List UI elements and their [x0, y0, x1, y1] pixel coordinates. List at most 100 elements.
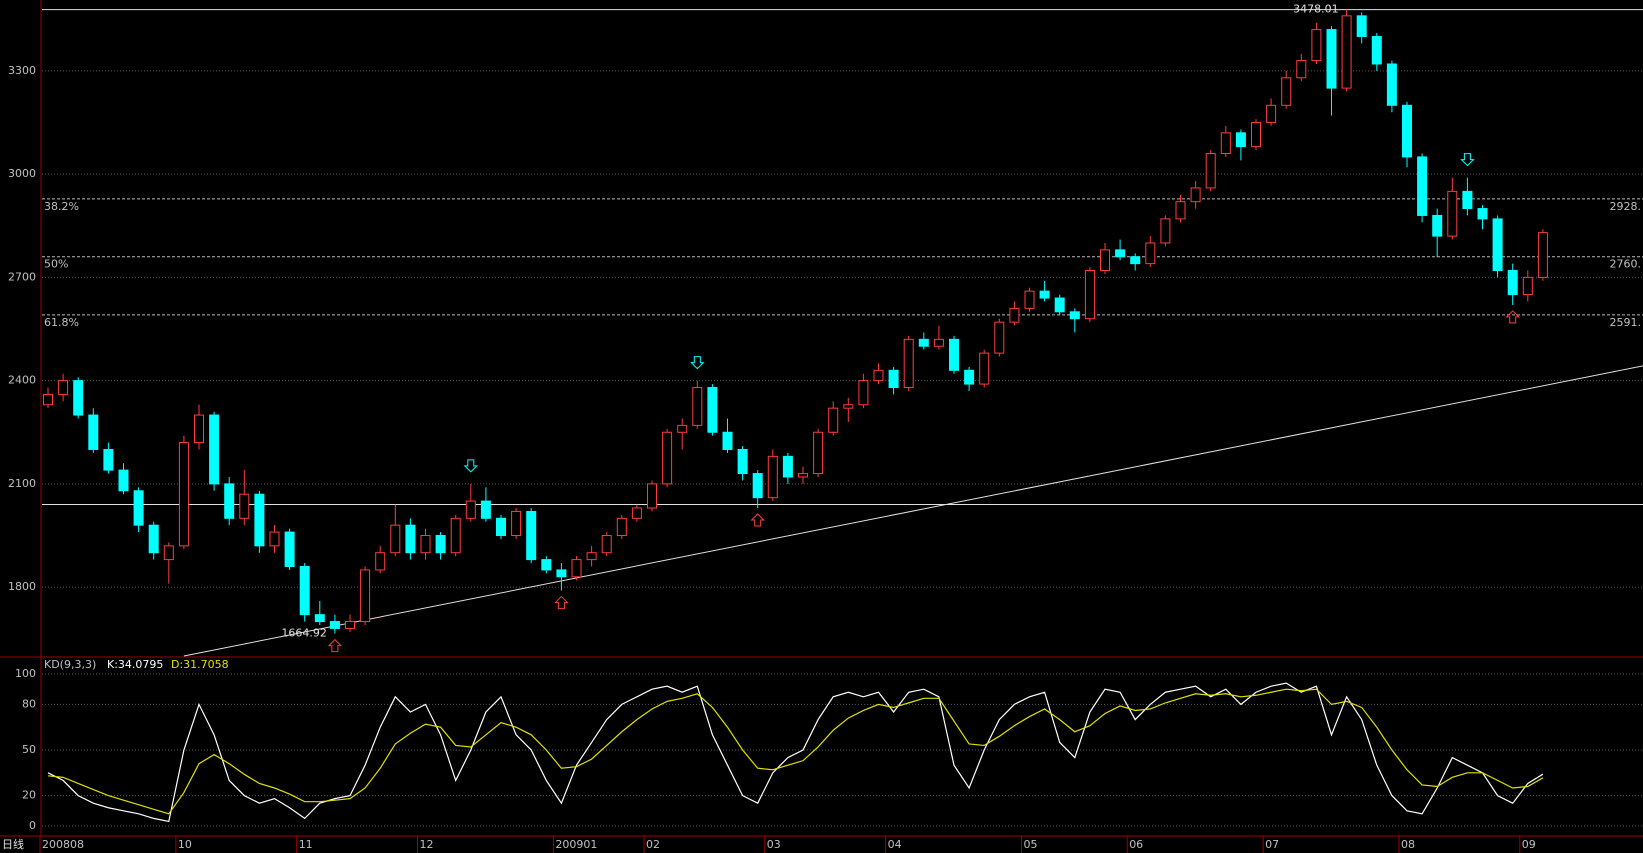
x-tick-label: 07: [1265, 838, 1279, 851]
candle-body: [677, 424, 688, 433]
x-tick-label: 03: [767, 838, 781, 851]
candle-body: [1507, 270, 1518, 296]
candle-body: [1447, 190, 1458, 237]
candle-body: [707, 387, 718, 433]
candle-body: [526, 510, 537, 561]
candle-body: [767, 455, 778, 499]
y-tick-label: 3000: [8, 167, 36, 180]
candle-body: [1100, 249, 1110, 272]
candle-body: [224, 483, 235, 519]
candle-body: [858, 380, 869, 406]
candle-body: [450, 517, 461, 554]
buy-arrow: [327, 638, 343, 653]
x-tick-label: 200901: [555, 838, 597, 851]
candle-body: [813, 431, 824, 475]
x-tick-label: 08: [1401, 838, 1415, 851]
candle-body: [662, 431, 673, 485]
fib-label: 61.8%: [44, 316, 79, 329]
candle-body: [465, 500, 476, 519]
fib-value-label: 2760.: [1610, 258, 1642, 271]
candle-body: [375, 552, 386, 571]
y-tick-label: 50: [22, 743, 36, 756]
candle-body: [1266, 104, 1277, 124]
candle-body: [873, 369, 884, 382]
buy-arrow: [1505, 310, 1520, 324]
candle-body: [1009, 307, 1020, 323]
candle-body: [1190, 187, 1201, 203]
candle-body: [1296, 60, 1307, 79]
candle-body: [420, 535, 431, 554]
y-tick-label: 2100: [8, 477, 36, 490]
candle-body: [58, 380, 69, 395]
candle-body: [254, 493, 265, 547]
fib-label: 38.2%: [44, 200, 79, 213]
candle-body: [1341, 15, 1352, 89]
candle-body: [933, 338, 944, 347]
candle-body: [1175, 201, 1186, 220]
candle-body: [692, 387, 703, 426]
candle-body: [1462, 190, 1473, 210]
y-tick-label: 2700: [8, 270, 36, 283]
indicator-line: [47, 688, 1544, 815]
candle-body: [752, 473, 763, 499]
candle-body: [782, 455, 793, 478]
trend-line: [183, 365, 1643, 657]
candle-body: [541, 559, 552, 571]
y-tick-label: 80: [22, 697, 36, 710]
x-tick-label: 05: [1024, 838, 1038, 851]
candle-body: [163, 545, 174, 561]
candle-body: [918, 338, 929, 347]
candle-body: [601, 535, 612, 554]
candle-body: [73, 380, 84, 416]
candle-body: [194, 414, 204, 444]
fib-value-label: 2928.: [1610, 200, 1642, 213]
candle-body: [1432, 214, 1443, 237]
candle-body: [103, 448, 114, 471]
y-tick-label: 1800: [8, 580, 36, 593]
candle-body: [949, 338, 959, 371]
candle-body: [737, 448, 748, 475]
candle-body: [178, 442, 189, 547]
x-tick-label: 11: [299, 838, 313, 851]
candle-body: [798, 473, 808, 478]
buy-arrow: [554, 595, 569, 610]
y-tick-label: 3300: [8, 64, 36, 77]
buy-arrow: [750, 513, 765, 527]
x-tick-label: 09: [1522, 838, 1536, 851]
candle-body: [616, 517, 627, 537]
min-label: 1664.92: [281, 627, 327, 640]
candle-body: [1069, 311, 1080, 320]
candle-body: [1522, 276, 1533, 296]
candle-body: [647, 483, 657, 509]
k-header: K:34.0795: [107, 658, 163, 671]
candle-body: [43, 393, 53, 406]
candle-body: [828, 407, 839, 433]
candle-body: [405, 524, 416, 554]
candle-body: [843, 404, 854, 409]
sell-arrow: [463, 459, 479, 473]
candle-body: [511, 510, 522, 537]
candle-body: [1402, 104, 1412, 158]
candle-body: [1281, 77, 1292, 106]
candle-body: [1311, 29, 1322, 62]
candle-body: [1220, 132, 1231, 154]
indicator-title: KD(9,3,3): [44, 658, 96, 671]
candle-body: [888, 369, 899, 389]
candle-body: [284, 531, 295, 567]
candle-body: [1235, 132, 1246, 148]
candle-body: [1492, 218, 1503, 272]
candle-body: [631, 507, 642, 519]
candle-body: [390, 524, 401, 554]
d-header: D:31.7058: [171, 658, 229, 671]
y-tick-label: 2400: [8, 374, 36, 387]
y-tick-label: 20: [22, 789, 36, 802]
candle-body: [1205, 152, 1216, 189]
candle-body: [1084, 270, 1095, 320]
candle-body: [1356, 15, 1367, 37]
candle-body: [345, 621, 355, 629]
max-label: 3478.01: [1293, 3, 1339, 16]
candle-body: [1115, 249, 1126, 258]
candle-body: [269, 531, 280, 547]
candle-body: [480, 500, 491, 519]
sell-arrow: [1460, 153, 1475, 167]
